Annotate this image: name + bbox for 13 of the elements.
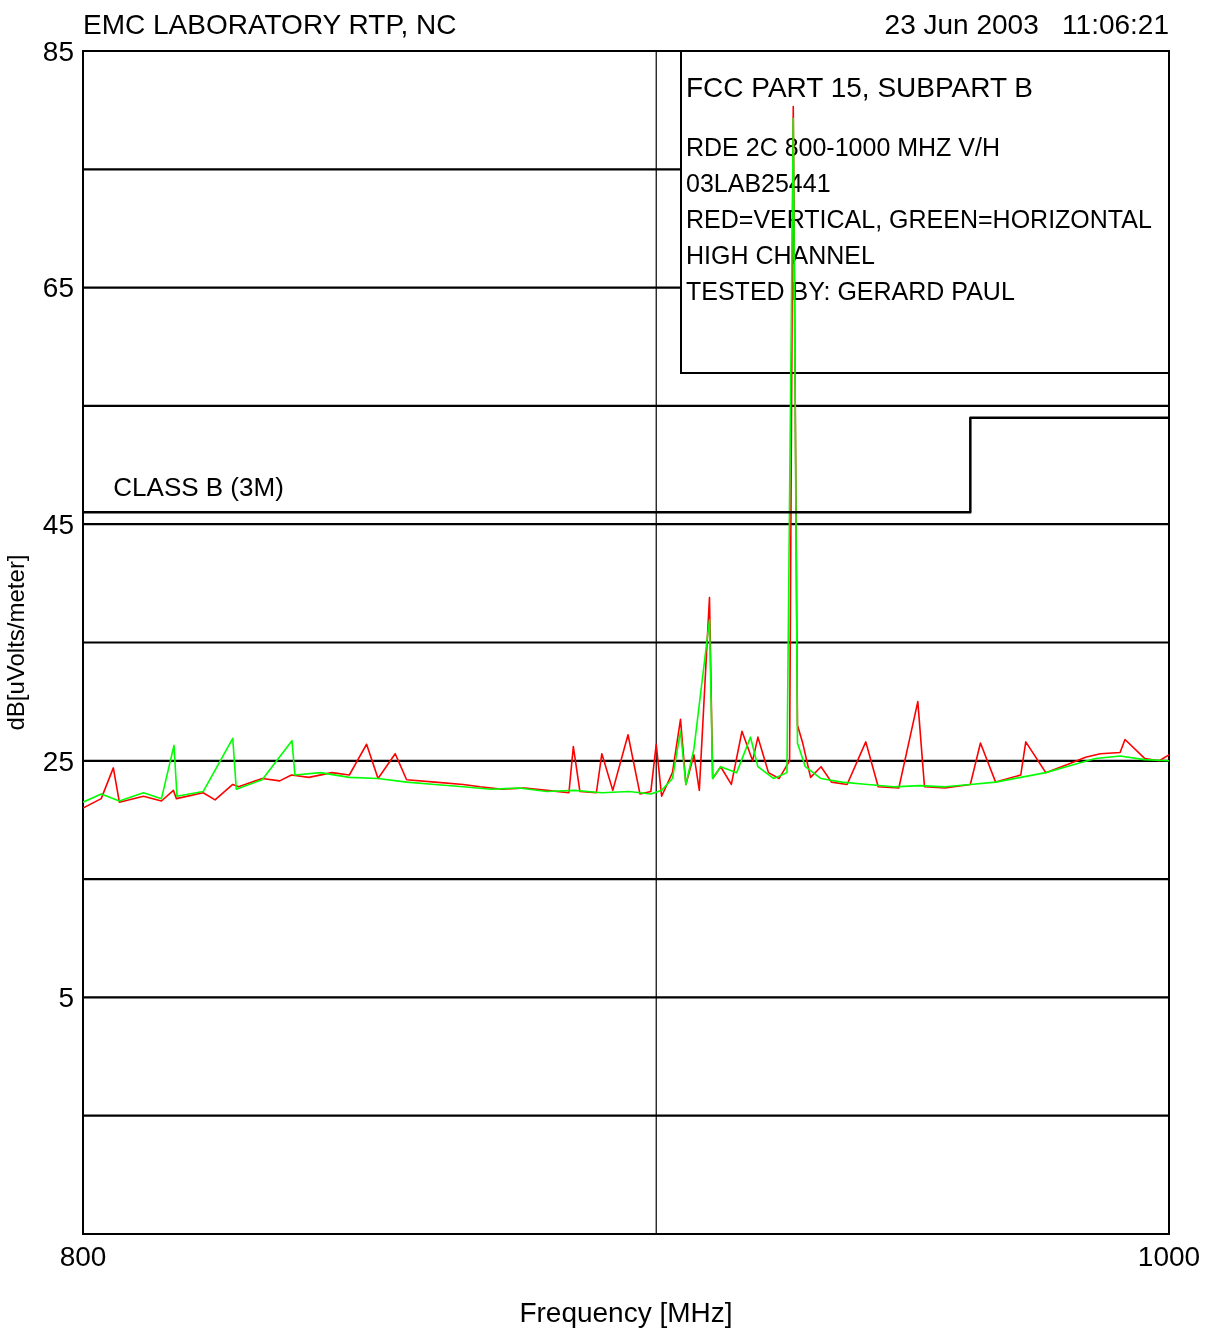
- annotation: FCC PART 15, SUBPART B: [686, 72, 1034, 103]
- y-axis-title: dB[uVolts/meter]: [2, 554, 29, 731]
- chart-title: EMC LABORATORY RTP, NC: [83, 9, 457, 40]
- y-tick-label: 25: [42, 745, 74, 777]
- chart-subtitle: 23 Jun 2003 11:06:21: [884, 9, 1169, 40]
- y-tick-label: 45: [42, 509, 74, 540]
- x-tick-label: 1000: [1137, 1241, 1201, 1272]
- y-tick-label: 5: [58, 982, 74, 1014]
- y-tick-label: 65: [42, 272, 74, 304]
- annotation: CLASS B (3M): [113, 472, 284, 503]
- x-tick-label: 800: [59, 1241, 107, 1272]
- y-tick-label: 85: [42, 35, 74, 67]
- x-axis-title: Frequency [MHz]: [519, 1297, 733, 1328]
